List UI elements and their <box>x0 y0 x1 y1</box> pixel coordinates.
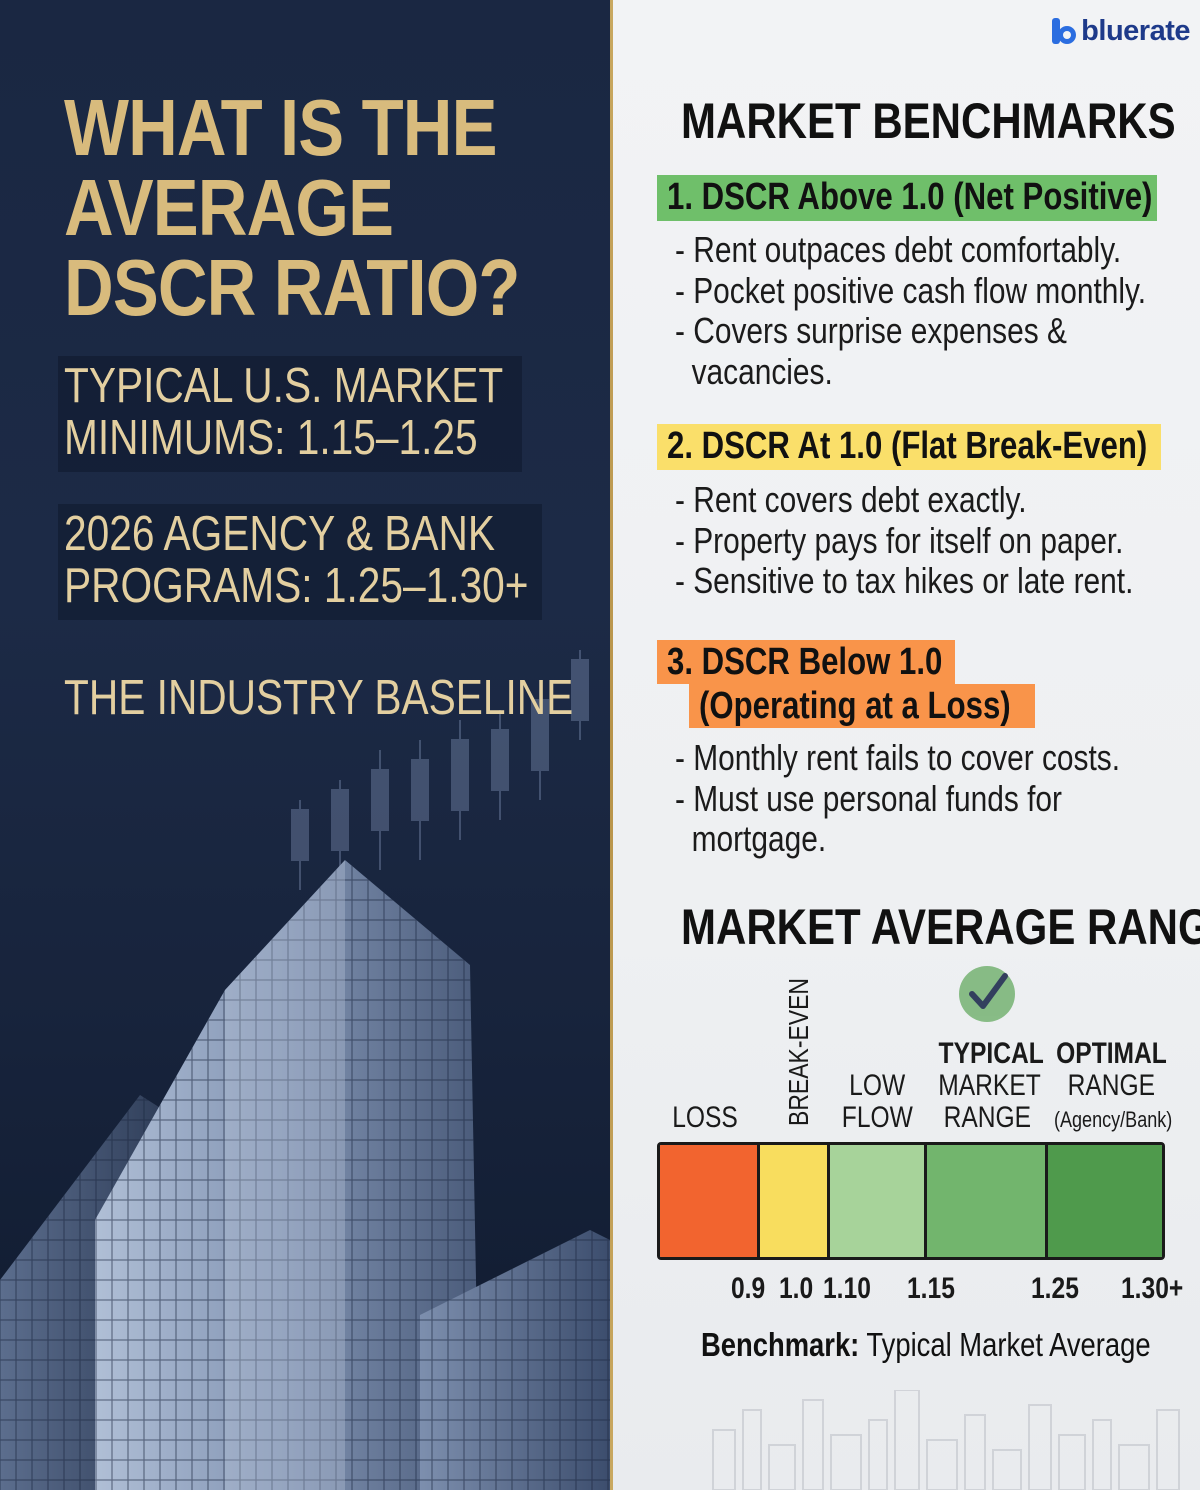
tick-label: 1.10 <box>823 1272 871 1305</box>
list-item: - Sensitive to tax hikes or late rent. <box>675 560 1134 601</box>
list-item: - Rent outpaces debt comfortably. <box>675 229 1122 270</box>
brand-logo[interactable]: bluerate <box>1049 14 1190 48</box>
stat-line: THE INDUSTRY BASELINE <box>64 671 574 725</box>
checkmark-circle-icon <box>959 966 1015 1022</box>
benchmark-heading-3-cont: (Operating at a Loss) <box>689 684 1035 728</box>
tick-label: 1.30+ <box>1121 1272 1184 1305</box>
list-item: - Property pays for itself on paper. <box>675 519 1124 561</box>
stat-line: PROGRAMS: 1.25–1.30+ <box>64 559 529 613</box>
left-panel: WHAT IS THE AVERAGE DSCR RATIO? TYPICAL … <box>0 0 610 1490</box>
segment-break-even <box>760 1145 830 1257</box>
right-panel: bluerate MARKET BENCHMARKS 1. DSCR Above… <box>613 0 1200 1490</box>
benchmark-caption-label: Benchmark: <box>701 1326 860 1363</box>
stat-line: 2026 AGENCY & BANK <box>64 507 496 561</box>
list-item: - Covers surprise expenses & <box>675 310 1067 351</box>
benchmarks-title: MARKET BENCHMARKS <box>681 93 1176 149</box>
title-line: AVERAGE <box>64 163 394 252</box>
stock-chart-background <box>291 650 589 890</box>
segment-label-loss: LOSS <box>672 1101 738 1134</box>
range-title: MARKET AVERAGE RANGE <box>681 899 1200 955</box>
segment-typical <box>927 1145 1048 1257</box>
range-chart: LOSS BREAK-EVEN LOW FLOW TYPICAL MARKET … <box>613 960 1200 1380</box>
tick-label: 1.0 <box>779 1272 814 1305</box>
skyscraper-illustration <box>0 860 610 1490</box>
gold-divider <box>610 0 613 1490</box>
segment-label-typical: TYPICAL MARKET RANGE <box>938 1037 1044 1134</box>
tick-label: 1.15 <box>907 1272 955 1305</box>
industry-baseline: THE INDUSTRY BASELINE <box>58 668 574 728</box>
brand-name: bluerate <box>1081 14 1190 47</box>
range-bar <box>657 1142 1165 1260</box>
tick-label: 1.25 <box>1031 1272 1079 1305</box>
benchmark-caption: Benchmark: Typical Market Average <box>701 1326 1151 1364</box>
benchmark-list-3: - Monthly rent fails to cover costs. - M… <box>675 737 1185 860</box>
segment-label-break-even: BREAK-EVEN <box>783 977 814 1126</box>
bluerate-logo-icon <box>1052 18 1077 44</box>
benchmark-list-2: - Rent covers debt exactly. - Property p… <box>675 479 1185 602</box>
list-item: - Rent covers debt exactly. <box>675 479 1027 520</box>
skyline-outline <box>712 1390 1180 1490</box>
main-title: WHAT IS THE AVERAGE DSCR RATIO? <box>64 83 520 332</box>
benchmark-list-1: - Rent outpaces debt comfortably. - Pock… <box>675 229 1185 392</box>
segment-label-low-flow: LOW FLOW <box>841 1069 913 1134</box>
stat-line: MINIMUMS: 1.15–1.25 <box>64 411 478 465</box>
stat-line: TYPICAL U.S. MARKET <box>64 359 504 413</box>
list-item: vacancies. <box>691 350 833 392</box>
list-item: - Must use personal funds for <box>675 777 1062 819</box>
title-line: DSCR RATIO? <box>64 243 520 332</box>
checkmark-icon <box>969 973 1008 1009</box>
title-line: WHAT IS THE <box>64 83 497 172</box>
list-item: mortgage. <box>691 818 827 859</box>
benchmark-heading-2: 2. DSCR At 1.0 (Flat Break-Even) <box>657 424 1161 470</box>
list-item: - Monthly rent fails to cover costs. <box>675 737 1121 778</box>
benchmark-heading-1: 1. DSCR Above 1.0 (Net Positive) <box>657 175 1157 221</box>
us-market-minimums: TYPICAL U.S. MARKET MINIMUMS: 1.15–1.25 <box>58 356 522 472</box>
segment-low-flow <box>830 1145 927 1257</box>
segment-loss <box>660 1145 760 1257</box>
segment-optimal <box>1048 1145 1162 1257</box>
list-item: - Pocket positive cash flow monthly. <box>675 269 1147 311</box>
benchmark-caption-value: Typical Market Average <box>866 1326 1151 1363</box>
benchmark-heading-3: 3. DSCR Below 1.0 <box>657 640 955 684</box>
agency-bank-programs: 2026 AGENCY & BANK PROGRAMS: 1.25–1.30+ <box>58 504 542 620</box>
tick-label: 0.9 <box>731 1272 766 1305</box>
segment-label-optimal: OPTIMAL RANGE (Agency/Bank) <box>1053 1037 1173 1133</box>
